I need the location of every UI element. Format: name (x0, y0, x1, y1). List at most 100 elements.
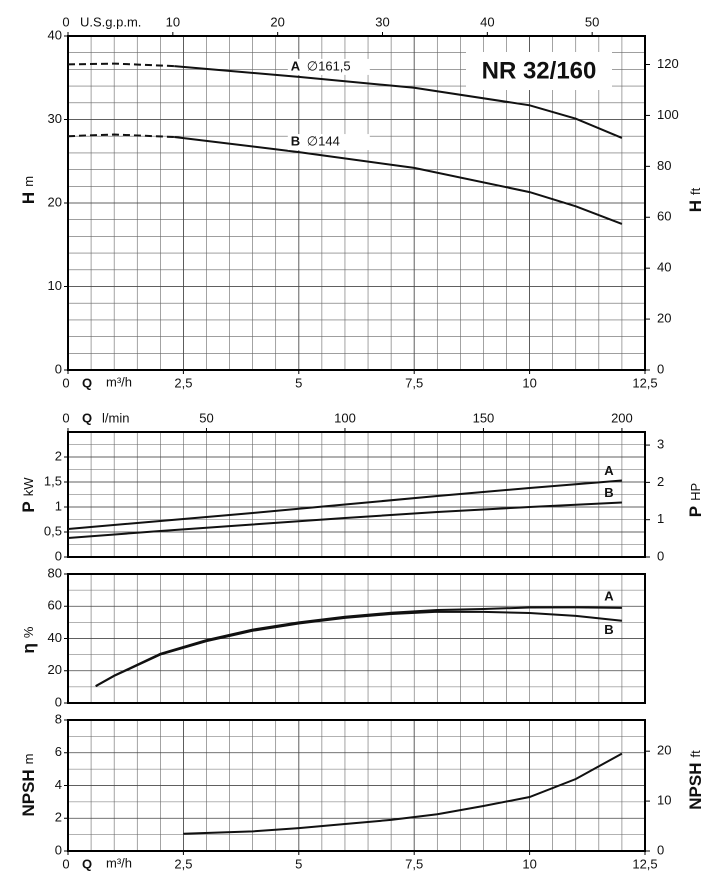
y-tick-label: 0 (55, 548, 62, 563)
y-tick-label: 8 (55, 711, 62, 726)
axis-title-unit: HP (688, 483, 703, 501)
x-tick-label: 5 (295, 375, 302, 390)
x2-tick-label: 10 (166, 14, 180, 29)
curve-dashed (67, 62, 175, 68)
x2-tick-label: 0 (62, 14, 69, 29)
curve (174, 136, 623, 225)
y-tick-label: 1 (55, 498, 62, 513)
axis-title-unit: % (21, 626, 36, 638)
y-tick-label: 4 (55, 777, 62, 792)
series-label: ∅161,5 (307, 58, 351, 73)
x2-tick-label: 40 (480, 14, 494, 29)
y2-tick-label: 0 (657, 548, 664, 563)
label-bg (287, 134, 370, 151)
axis-title-unit: kW (21, 477, 36, 497)
y2-tick-label: 10 (657, 793, 671, 808)
plot-frame (67, 35, 646, 371)
curve (67, 479, 622, 530)
axis-title-name: P (19, 501, 38, 512)
y-tick-label: 0 (55, 361, 62, 376)
x-tick-label: 7,5 (405, 856, 423, 871)
series-name: A (604, 463, 614, 478)
y2-tick-label: 120 (657, 56, 679, 71)
curve-dashed (67, 133, 175, 138)
x2-axis-unit: l/min (102, 410, 129, 425)
x-axis-label: Q (82, 856, 92, 871)
y-tick-label: 0 (55, 842, 62, 857)
curve (183, 752, 623, 835)
x2-axis-label: Q (82, 410, 92, 425)
axis-title: NPSH ft (686, 750, 705, 810)
axis-title-name: H (686, 200, 705, 212)
y-tick-label: 2 (55, 448, 62, 463)
x-tick-label: 5 (295, 856, 302, 871)
axis-title-name: P (686, 506, 705, 517)
y-tick-label: 10 (48, 278, 62, 293)
x-axis-label: Q (82, 375, 92, 390)
y2-tick-label: 80 (657, 158, 671, 173)
y2-tick-label: 60 (657, 209, 671, 224)
x-tick-label: 10 (522, 856, 536, 871)
y-tick-label: 0 (55, 694, 62, 709)
chart-title: NR 32/160 (482, 57, 597, 84)
x-tick-label: 0 (62, 375, 69, 390)
x2-tick-label: 100 (334, 410, 356, 425)
x-tick-label: 2,5 (174, 375, 192, 390)
y2-tick-label: 1 (657, 511, 664, 526)
y2-tick-label: 0 (657, 361, 664, 376)
axis-title-name: H (19, 192, 38, 204)
y-tick-label: 60 (48, 598, 62, 613)
axis-title-name: NPSH (686, 763, 705, 810)
x2-tick-label: 50 (199, 410, 213, 425)
series-name: A (604, 588, 614, 603)
x-tick-label: 12,5 (632, 856, 657, 871)
series-name: A (291, 58, 301, 73)
y-tick-label: 2 (55, 810, 62, 825)
axis-title: PkW (19, 477, 38, 513)
x-tick-label: 2,5 (174, 856, 192, 871)
axis-title: η% (19, 626, 38, 653)
label-bg (287, 58, 370, 75)
y2-tick-label: 3 (657, 436, 664, 451)
y-tick-label: 40 (48, 630, 62, 645)
curve (95, 610, 623, 687)
y-tick-label: 1,5 (44, 473, 62, 488)
axis-title-unit: ft (688, 187, 703, 195)
y-tick-label: 80 (48, 565, 62, 580)
x2-tick-label: 0 (62, 410, 69, 425)
y2-tick-label: 20 (657, 743, 671, 758)
axis-title: Hm (19, 176, 38, 204)
y2-tick-label: 2 (657, 474, 664, 489)
plot-frame (67, 719, 646, 852)
curve (95, 606, 622, 687)
plot-frame (67, 431, 646, 558)
x-axis-unit: m³/h (106, 374, 132, 389)
y2-tick-label: 0 (657, 842, 664, 857)
x-tick-label: 0 (62, 856, 69, 871)
series-name: B (604, 622, 613, 637)
y-tick-label: 30 (48, 111, 62, 126)
x-tick-label: 12,5 (632, 375, 657, 390)
title-box (466, 52, 612, 90)
x2-tick-label: 50 (585, 14, 599, 29)
plot-frame (67, 573, 646, 704)
x-axis-unit: m³/h (106, 855, 132, 870)
x-tick-label: 7,5 (405, 375, 423, 390)
y-tick-label: 20 (48, 194, 62, 209)
x2-tick-label: 150 (473, 410, 495, 425)
series-name: B (291, 134, 300, 149)
series-name: B (604, 485, 613, 500)
axis-title: Hft (686, 187, 705, 212)
axis-title: P HP (686, 483, 705, 517)
y2-tick-label: 20 (657, 311, 671, 326)
y-tick-label: 6 (55, 744, 62, 759)
axis-title-name: η (19, 643, 38, 653)
y-tick-label: 40 (48, 27, 62, 42)
y2-tick-label: 40 (657, 260, 671, 275)
axis-title-unit: m (21, 753, 36, 764)
axis-title-unit: ft (688, 750, 703, 758)
axis-title-name: NPSH (19, 769, 38, 816)
curve (67, 501, 622, 539)
